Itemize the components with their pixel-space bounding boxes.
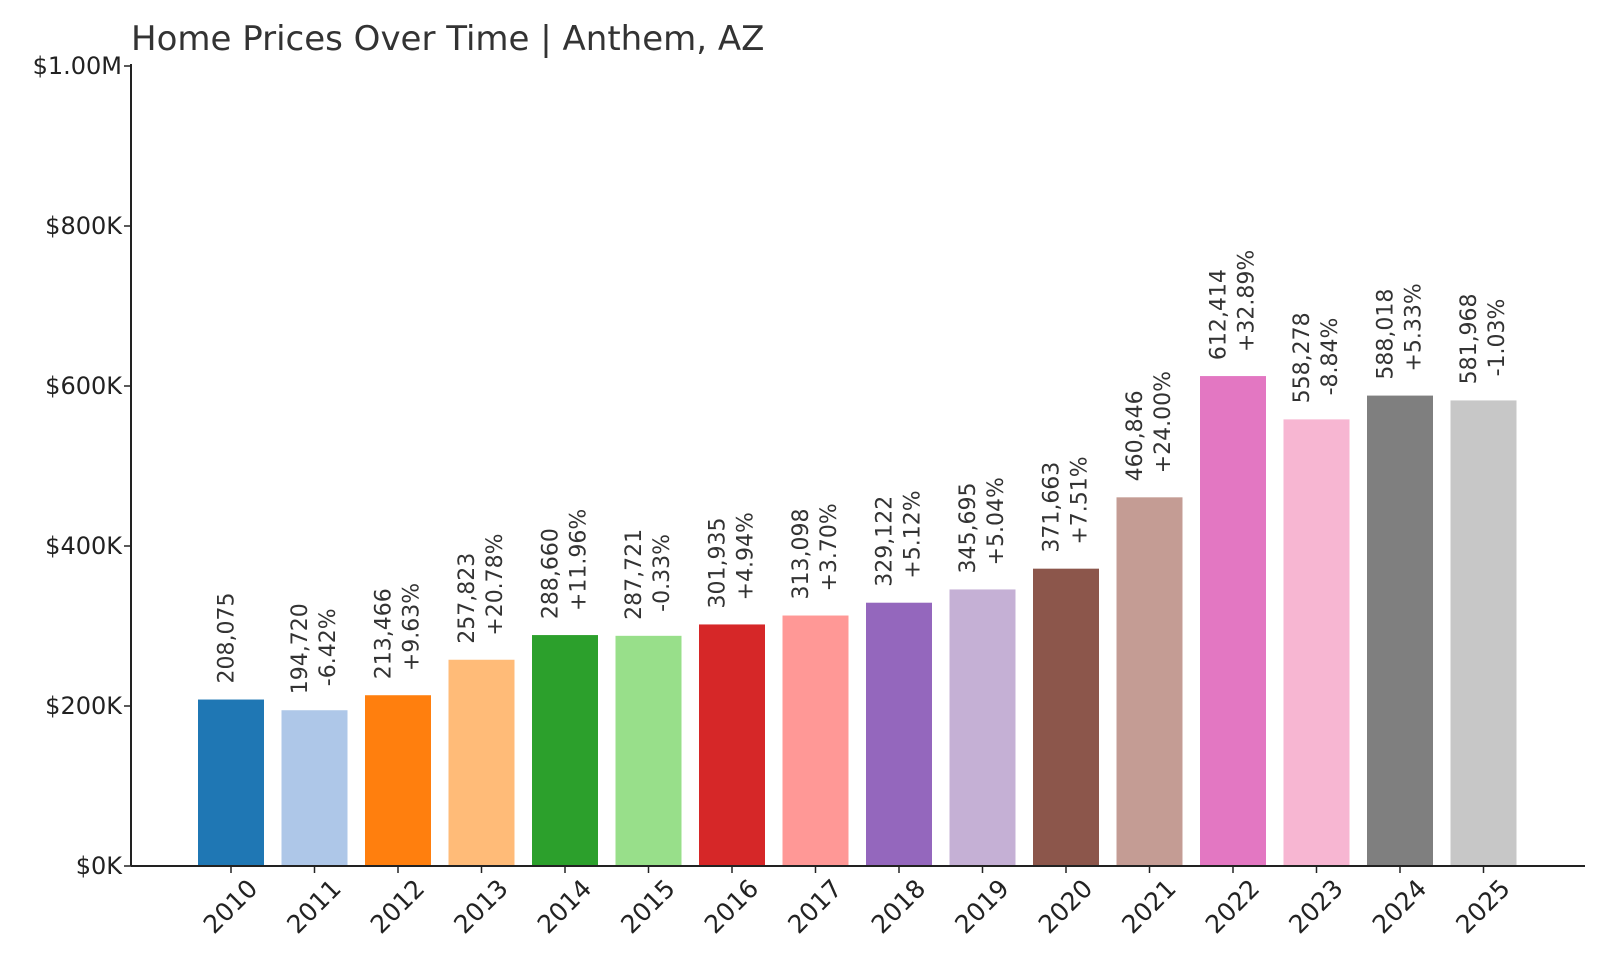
- change-label: +11.96%: [567, 509, 592, 611]
- value-label: 208,075: [215, 593, 240, 684]
- value-label: 371,663: [1040, 462, 1065, 553]
- x-tick-label: 2024: [1367, 874, 1432, 939]
- bar-2011: [281, 710, 348, 866]
- x-tick-label: 2016: [699, 874, 764, 939]
- value-label: 581,968: [1457, 293, 1482, 384]
- value-label: 301,935: [706, 517, 731, 608]
- x-tick-label: 2021: [1116, 874, 1181, 939]
- bar-2018: [866, 602, 932, 866]
- x-tick-label: 2011: [281, 874, 346, 939]
- change-label: +5.04%: [984, 477, 1009, 565]
- value-label: 558,278: [1290, 312, 1315, 403]
- bar-2024: [1367, 395, 1433, 866]
- change-label: -0.33%: [650, 534, 675, 612]
- bar-2025: [1450, 400, 1517, 866]
- x-tick-label: 2022: [1200, 874, 1265, 939]
- x-tick-label: 2012: [365, 874, 430, 939]
- data-labels: 208,075 194,720 -6.42% 213,466 +9.63% 257,823…: [215, 250, 1511, 694]
- value-label: 345,695: [956, 482, 981, 573]
- bar-2013: [448, 659, 515, 866]
- x-tick-label: 2019: [949, 874, 1014, 939]
- x-tick-label: 2014: [532, 874, 597, 939]
- y-tick-label: $200K: [45, 692, 123, 720]
- y-tick-label: $800K: [45, 212, 123, 240]
- y-tick-label: $1.00M: [33, 52, 122, 80]
- change-label: +32.89%: [1235, 250, 1260, 352]
- bar-2017: [782, 615, 849, 866]
- y-axis-ticks: $0K $200K $400K $600K $800K $1.00M: [33, 52, 131, 880]
- bar-2022: [1200, 376, 1266, 866]
- bar-2023: [1283, 419, 1350, 866]
- bar-2012: [365, 695, 431, 866]
- change-label: -8.84%: [1318, 318, 1343, 396]
- x-tick-label: 2025: [1450, 874, 1515, 939]
- change-label: +4.94%: [734, 512, 759, 600]
- change-label: +24.00%: [1151, 371, 1176, 473]
- value-label: 287,721: [622, 529, 647, 620]
- x-tick-label: 2010: [198, 874, 263, 939]
- change-label: +5.12%: [901, 490, 926, 578]
- y-tick-label: $400K: [45, 532, 123, 560]
- change-label: +9.63%: [400, 583, 425, 671]
- value-label: 313,098: [789, 509, 814, 600]
- bar-2015: [615, 635, 682, 866]
- value-label: 612,414: [1207, 269, 1232, 360]
- bar-2021: [1116, 497, 1183, 866]
- chart-title: Home Prices Over Time | Anthem, AZ: [131, 19, 764, 59]
- value-label: 257,823: [455, 553, 480, 644]
- change-label: +5.33%: [1402, 283, 1427, 371]
- value-label: 460,846: [1123, 390, 1148, 481]
- bar-2010: [198, 699, 264, 866]
- bars: [198, 376, 1517, 866]
- x-tick-label: 2013: [448, 874, 513, 939]
- value-label: 288,660: [539, 528, 564, 619]
- y-tick-label: $600K: [45, 372, 123, 400]
- x-tick-label: 2020: [1033, 874, 1098, 939]
- change-label: +3.70%: [817, 503, 842, 591]
- x-tick-label: 2018: [866, 874, 931, 939]
- bar-2019: [949, 589, 1016, 866]
- value-label: 213,466: [372, 588, 397, 679]
- bar-2014: [532, 635, 598, 866]
- bar-2020: [1033, 568, 1099, 866]
- change-label: +20.78%: [483, 533, 508, 635]
- bar-2016: [699, 624, 765, 866]
- value-label: 194,720: [288, 603, 313, 694]
- value-label: 329,122: [873, 496, 898, 587]
- x-tick-label: 2017: [782, 874, 847, 939]
- change-label: -1.03%: [1485, 299, 1510, 377]
- x-tick-label: 2023: [1283, 874, 1348, 939]
- x-tick-label: 2015: [615, 874, 680, 939]
- y-tick-label: $0K: [76, 852, 124, 880]
- change-label: -6.42%: [316, 608, 341, 686]
- value-label: 588,018: [1374, 289, 1399, 380]
- x-axis-ticks: 2010 2011 2012 2013 2014 2015 2016 2017 2018 2019…: [198, 866, 1516, 939]
- change-label: +7.51%: [1068, 456, 1093, 544]
